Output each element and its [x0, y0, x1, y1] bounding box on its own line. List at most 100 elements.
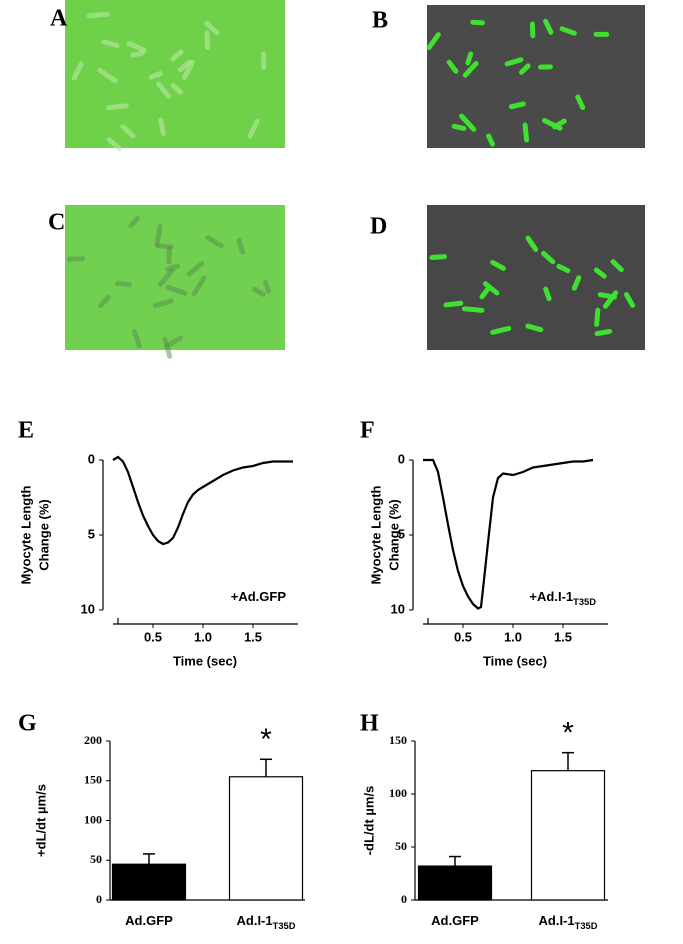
cell [482, 281, 500, 296]
x-tick-label-main: Ad.I-1 [539, 913, 575, 928]
cell [486, 133, 495, 147]
cell [165, 284, 188, 296]
cell [71, 61, 84, 81]
annotation: +Ad.I-1T35D [529, 589, 596, 607]
cell [114, 281, 132, 287]
bar [111, 863, 187, 901]
cell [525, 323, 544, 333]
x-tick-label-sub: T35D [273, 921, 296, 931]
cell [106, 103, 129, 111]
cell [597, 292, 618, 300]
annotation-main: +Ad.I-1 [529, 589, 573, 604]
cell [106, 137, 122, 152]
cell [571, 275, 582, 291]
x-tick-label: 1.0 [504, 629, 522, 644]
cell [541, 118, 563, 131]
cells [66, 11, 636, 359]
y-tick-label: 0 [88, 451, 95, 466]
cell [504, 57, 524, 67]
cell [191, 275, 207, 296]
x-tick-label: Ad.I-1T35D [237, 913, 296, 931]
y-axis-label: Myocyte Length [368, 485, 383, 584]
panel-label: G [18, 711, 37, 737]
x-tick-label: 0.5 [144, 629, 162, 644]
bar [530, 770, 606, 901]
cell [86, 11, 111, 19]
cell [594, 328, 613, 337]
y-tick-label: 0 [96, 892, 102, 906]
cell [154, 223, 163, 248]
x-tick-label: Ad.I-1T35D [539, 913, 598, 931]
cell [490, 325, 512, 335]
cell [182, 59, 195, 80]
cell [575, 94, 586, 111]
cell [593, 31, 610, 37]
y-axis-label: +dL/dt µm/s [33, 784, 48, 857]
cell [429, 254, 447, 261]
x-tick-label: 0.5 [454, 629, 472, 644]
cell [156, 81, 171, 99]
cell [519, 63, 531, 75]
cell [446, 59, 459, 74]
annotation-sub: T35D [573, 597, 596, 607]
x-tick-label-main: Ad.GFP [431, 913, 479, 928]
cell [252, 286, 266, 297]
cell [170, 49, 184, 62]
y-tick-label: 150 [84, 773, 102, 787]
cell [610, 259, 624, 273]
y-axis-label: -dL/dt µm/s [361, 786, 376, 856]
cell [186, 261, 205, 277]
cell [157, 268, 175, 287]
cell [522, 122, 530, 143]
panel-label: A [50, 6, 68, 32]
cell [593, 267, 607, 279]
panel-label: E [18, 418, 34, 444]
y-tick-label: 5 [398, 526, 405, 541]
line [112, 455, 293, 546]
y-tick-label: 10 [391, 601, 405, 616]
cell [538, 64, 553, 70]
annotation-main: +Ad.GFP [231, 589, 287, 604]
cell [543, 18, 554, 35]
x-tick-label: Ad.GFP [431, 913, 479, 928]
y-tick-label: 10 [81, 601, 95, 616]
x-tick-label: 1.5 [244, 629, 262, 644]
cell [126, 41, 147, 53]
cell [132, 329, 142, 349]
y-tick-label: 50 [90, 852, 102, 866]
cell [479, 286, 491, 300]
cell [594, 307, 601, 327]
significance-label: * [562, 717, 574, 750]
y-tick-label: 5 [88, 526, 95, 541]
cell [97, 294, 111, 309]
y-tick-label: 100 [84, 812, 102, 826]
cell [462, 61, 479, 78]
x-tick-label: 1.0 [194, 629, 212, 644]
cell [461, 306, 485, 313]
cell [152, 298, 174, 309]
x-tick-label: 1.5 [554, 629, 572, 644]
cell [204, 20, 220, 36]
cell [529, 21, 536, 39]
cell [465, 51, 474, 66]
cell [170, 82, 183, 95]
x-tick-label: Ad.GFP [125, 913, 173, 928]
y-tick-label: 0 [401, 892, 407, 906]
x-tick-label-main: Ad.GFP [125, 913, 173, 928]
cell [177, 59, 192, 73]
cell [490, 259, 506, 271]
y-tick-label: 200 [84, 733, 102, 747]
cell [623, 292, 636, 308]
x-tick-label-sub: T35D [575, 921, 598, 931]
cell [164, 335, 184, 349]
cell [459, 113, 477, 132]
cell [543, 286, 552, 302]
cell [525, 235, 539, 252]
y-tick-label: 50 [395, 839, 407, 853]
cell [470, 19, 486, 26]
cell [120, 124, 136, 139]
panel-label: H [360, 711, 379, 737]
cell [101, 39, 120, 49]
micrograph-a [65, 0, 285, 148]
cell [443, 300, 464, 308]
